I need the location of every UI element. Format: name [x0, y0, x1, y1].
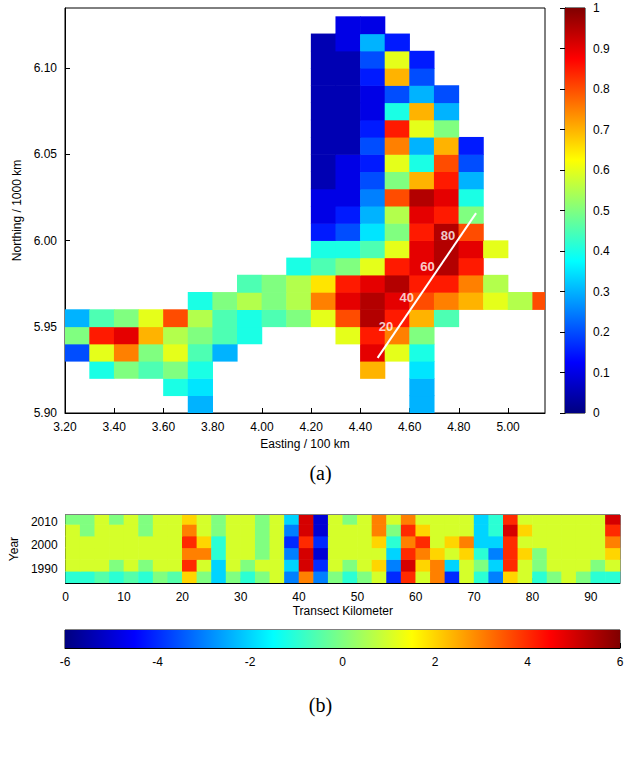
svg-text:80: 80 — [526, 590, 540, 604]
svg-text:30: 30 — [234, 590, 248, 604]
svg-text:4.40: 4.40 — [349, 420, 373, 434]
svg-text:4.80: 4.80 — [447, 420, 471, 434]
svg-text:40: 40 — [400, 290, 414, 305]
svg-text:1990: 1990 — [31, 562, 58, 576]
svg-text:0.3: 0.3 — [593, 285, 610, 299]
svg-text:Easting / 100 km: Easting / 100 km — [260, 437, 349, 451]
svg-text:0: 0 — [593, 406, 600, 420]
svg-text:20: 20 — [176, 590, 190, 604]
svg-text:3.40: 3.40 — [103, 420, 127, 434]
svg-text:6: 6 — [617, 655, 624, 669]
svg-text:4: 4 — [524, 655, 531, 669]
svg-text:2: 2 — [432, 655, 439, 669]
svg-text:Year: Year — [7, 537, 21, 561]
svg-text:-2: -2 — [245, 655, 256, 669]
svg-text:6.00: 6.00 — [34, 234, 58, 248]
svg-text:0.2: 0.2 — [593, 325, 610, 339]
svg-text:0: 0 — [339, 655, 346, 669]
svg-text:70: 70 — [467, 590, 481, 604]
svg-text:0.5: 0.5 — [593, 204, 610, 218]
svg-text:50: 50 — [351, 590, 365, 604]
svg-text:4.00: 4.00 — [250, 420, 274, 434]
svg-text:0.9: 0.9 — [593, 42, 610, 56]
svg-text:Northing / 1000 km: Northing / 1000 km — [10, 160, 24, 261]
svg-text:(a): (a) — [309, 462, 331, 485]
svg-text:5.00: 5.00 — [496, 420, 520, 434]
svg-text:-6: -6 — [60, 655, 71, 669]
svg-text:5.90: 5.90 — [34, 406, 58, 420]
svg-text:4.20: 4.20 — [299, 420, 323, 434]
svg-text:20: 20 — [379, 319, 393, 334]
svg-text:0.6: 0.6 — [593, 163, 610, 177]
svg-text:3.80: 3.80 — [201, 420, 225, 434]
svg-text:0.4: 0.4 — [593, 244, 610, 258]
svg-text:80: 80 — [441, 228, 455, 243]
svg-text:1: 1 — [593, 1, 600, 15]
svg-text:-4: -4 — [152, 655, 163, 669]
svg-text:40: 40 — [292, 590, 306, 604]
svg-text:0.8: 0.8 — [593, 82, 610, 96]
svg-text:(b): (b) — [309, 694, 332, 717]
svg-text:0: 0 — [62, 590, 69, 604]
svg-text:5.95: 5.95 — [34, 320, 58, 334]
svg-text:90: 90 — [584, 590, 598, 604]
svg-text:6.05: 6.05 — [34, 147, 58, 161]
svg-text:3.60: 3.60 — [152, 420, 176, 434]
svg-text:2010: 2010 — [31, 515, 58, 529]
svg-text:10: 10 — [117, 590, 131, 604]
svg-text:Transect Kilometer: Transect Kilometer — [293, 604, 393, 618]
svg-text:0.7: 0.7 — [593, 123, 610, 137]
svg-text:0.1: 0.1 — [593, 366, 610, 380]
svg-text:60: 60 — [409, 590, 423, 604]
svg-text:60: 60 — [420, 259, 434, 274]
svg-text:4.60: 4.60 — [398, 420, 422, 434]
svg-text:6.10: 6.10 — [34, 61, 58, 75]
svg-text:2000: 2000 — [31, 538, 58, 552]
svg-text:3.20: 3.20 — [53, 420, 77, 434]
